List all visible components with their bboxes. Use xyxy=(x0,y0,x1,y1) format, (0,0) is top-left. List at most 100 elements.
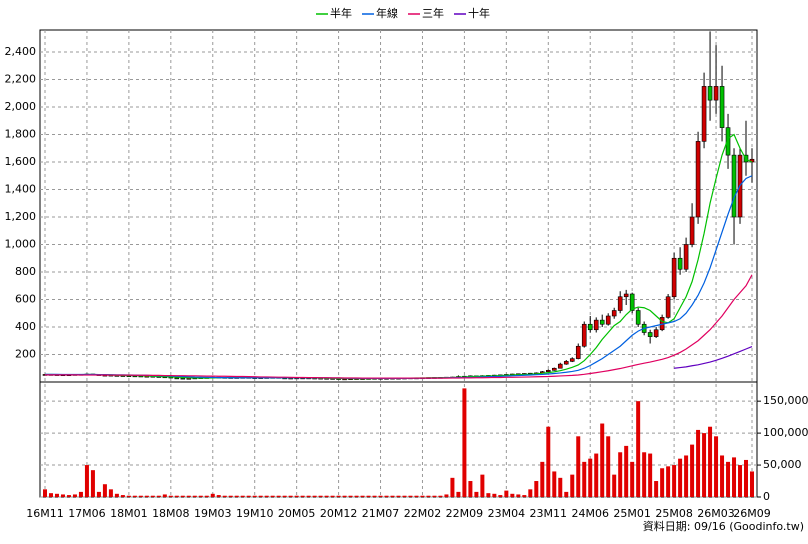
volume-bar xyxy=(618,452,623,497)
volume-bar xyxy=(732,457,737,497)
x-tick-label: 20M05 xyxy=(278,507,316,520)
volume-bar xyxy=(384,495,389,497)
volume-bar xyxy=(714,436,719,497)
volume-bar xyxy=(648,453,653,497)
candle-body xyxy=(587,323,593,331)
volume-bar xyxy=(588,458,593,497)
volume-bar xyxy=(594,453,599,497)
volume-bar xyxy=(354,495,359,497)
volume-bar xyxy=(216,495,221,497)
volume-bar xyxy=(366,495,371,497)
volume-bar xyxy=(504,490,509,497)
volume-bar xyxy=(72,494,77,497)
candle-body xyxy=(617,296,623,311)
candle-body xyxy=(605,315,611,325)
volume-bar xyxy=(696,429,701,497)
volume-bar xyxy=(444,494,449,497)
volume-bar xyxy=(240,495,245,497)
x-tick-label: 25M01 xyxy=(613,507,651,520)
volume-bar xyxy=(606,436,611,497)
legend-label: 十年 xyxy=(468,6,490,20)
volume-bar xyxy=(498,495,503,497)
x-tick-label: 16M11 xyxy=(26,507,64,520)
volume-bar xyxy=(300,495,305,497)
y-tick-label: 1,000 xyxy=(5,238,37,251)
candle-body xyxy=(707,86,713,101)
volume-bar xyxy=(162,494,167,497)
volume-bar xyxy=(600,423,605,497)
volume-bar xyxy=(402,495,407,497)
x-tick-label: 23M04 xyxy=(488,507,526,520)
volume-bar xyxy=(390,495,395,497)
volume-bar xyxy=(192,495,197,497)
volume-bar xyxy=(450,477,455,497)
volume-bar xyxy=(306,495,311,497)
volume-bar xyxy=(426,495,431,497)
volume-bar xyxy=(456,491,461,497)
volume-bar xyxy=(270,495,275,497)
footnote: 資料日期: 09/16 (Goodinfo.tw) xyxy=(643,519,804,533)
volume-bar xyxy=(144,495,149,497)
volume-bar xyxy=(222,495,227,497)
x-tick-label: 18M01 xyxy=(110,507,148,520)
legend-label: 年線 xyxy=(376,6,398,20)
legend-label: 半年 xyxy=(330,6,352,20)
volume-bar xyxy=(720,455,725,497)
volume-bar xyxy=(102,484,107,497)
candle-body xyxy=(689,216,695,245)
candle-body xyxy=(563,361,569,365)
volume-bar xyxy=(54,493,59,497)
volume-bar xyxy=(204,495,209,497)
volume-bar xyxy=(552,471,557,497)
volume-bar xyxy=(684,455,689,497)
candle-body xyxy=(629,293,635,311)
x-tick-label: 19M03 xyxy=(194,507,232,520)
candle-body xyxy=(174,377,180,380)
y-tick-label: 2,000 xyxy=(5,100,37,113)
volume-bar xyxy=(336,495,341,497)
volume-bar xyxy=(48,493,53,497)
volume-bar xyxy=(726,461,731,497)
volume-bar xyxy=(348,495,353,497)
y2-tick-label: 0 xyxy=(763,490,770,503)
candle-body xyxy=(683,244,689,270)
y-tick-label: 200 xyxy=(15,348,36,361)
y-tick-label: 2,400 xyxy=(5,45,37,58)
volume-bar xyxy=(534,481,539,497)
volume-bar xyxy=(282,495,287,497)
volume-bar xyxy=(624,445,629,497)
volume-bar xyxy=(84,465,89,497)
volume-bar xyxy=(576,436,581,497)
x-tick-label: 19M10 xyxy=(236,507,274,520)
candle-body xyxy=(677,257,683,270)
volume-bar xyxy=(210,493,215,497)
volume-bar xyxy=(522,495,527,497)
volume-bar xyxy=(258,495,263,497)
volume-bar xyxy=(612,474,617,497)
volume-bar xyxy=(414,495,419,497)
volume-bar xyxy=(66,495,71,497)
volume-bar xyxy=(43,489,47,497)
volume-bar xyxy=(324,495,329,497)
volume-bar xyxy=(510,493,515,497)
plot-frame xyxy=(39,29,758,498)
candle-body xyxy=(545,370,551,372)
x-tick-label: 22M02 xyxy=(404,507,442,520)
volume-bar xyxy=(342,495,347,497)
candle-body xyxy=(635,310,641,325)
volume-bar xyxy=(546,426,551,497)
candle-body xyxy=(180,377,186,380)
volume-bar xyxy=(396,495,401,497)
volume-bar xyxy=(150,495,155,497)
volume-bar xyxy=(252,495,257,497)
volume-bar xyxy=(174,495,179,497)
volume-bar xyxy=(318,495,323,497)
candle-body xyxy=(653,329,659,337)
volume-bar xyxy=(156,495,161,497)
volume-bar xyxy=(672,465,677,497)
candle-body xyxy=(731,154,737,218)
x-tick-label: 23M11 xyxy=(530,507,568,520)
x-tick-label: 26M09 xyxy=(733,507,771,520)
candle-body xyxy=(593,319,599,331)
volume-bar xyxy=(642,452,647,497)
